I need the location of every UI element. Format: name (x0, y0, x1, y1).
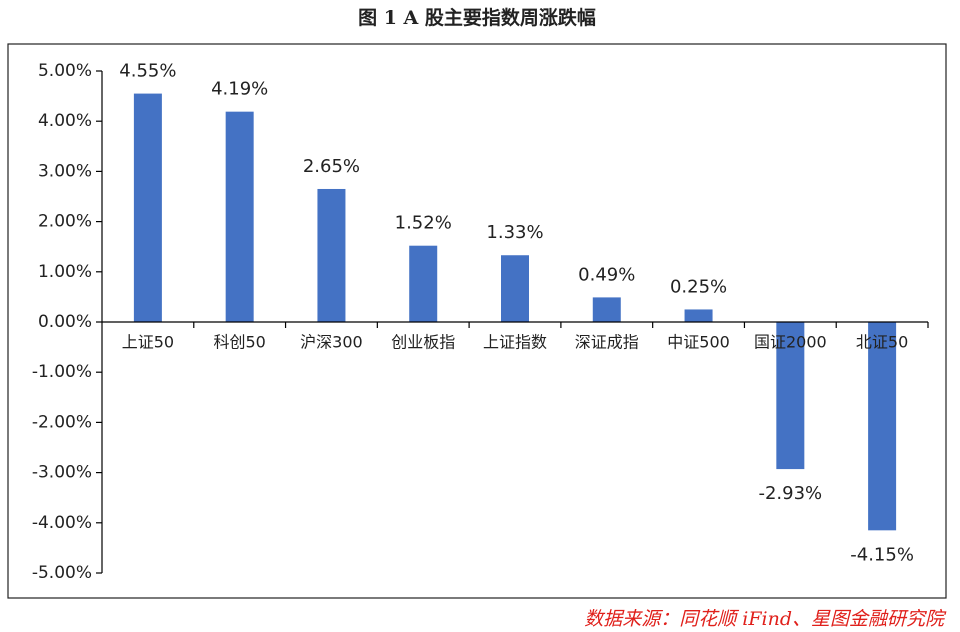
y-tick-label: -2.00% (32, 412, 92, 432)
x-tick-label: 上证50 (122, 333, 174, 352)
bar (776, 322, 805, 470)
chart-title: 图 1 A 股主要指数周涨跌幅 (358, 6, 596, 29)
value-label: 4.55% (119, 61, 176, 82)
y-tick-label: 2.00% (38, 212, 92, 232)
x-tick-label: 科创50 (213, 333, 265, 352)
x-tick-label: 北证50 (856, 333, 908, 352)
bar (225, 111, 254, 322)
value-label: 4.19% (211, 79, 268, 100)
y-tick-label: 1.00% (38, 262, 92, 282)
x-tick-label: 中证500 (667, 333, 730, 352)
x-tick-label: 国证2000 (754, 333, 827, 352)
bar (501, 255, 529, 322)
bar (133, 93, 162, 322)
y-tick-label: 5.00% (38, 61, 92, 81)
bar (868, 322, 897, 531)
value-label: 1.33% (486, 222, 543, 243)
source-note: 数据来源：同花顺 iFind、星图金融研究院 (584, 608, 947, 630)
x-tick-label: 创业板指 (391, 333, 455, 352)
bar (684, 309, 713, 322)
chart-frame (7, 43, 947, 599)
value-label: 0.25% (670, 276, 727, 297)
x-tick-label: 上证指数 (483, 333, 547, 352)
y-tick-label: -5.00% (32, 563, 92, 583)
y-tick-label: -1.00% (32, 362, 92, 382)
value-label: 0.49% (578, 264, 635, 285)
value-label: 2.65% (303, 156, 360, 177)
value-label: -2.93% (758, 483, 822, 504)
y-tick-label: 0.00% (38, 312, 92, 332)
y-tick-label: -3.00% (32, 463, 92, 483)
value-label: -4.15% (850, 544, 914, 565)
x-tick-label: 深证成指 (575, 333, 639, 352)
y-tick-label: 4.00% (38, 111, 92, 131)
bar (317, 188, 346, 322)
y-tick-label: 3.00% (38, 161, 92, 181)
x-tick-label: 沪深300 (300, 333, 363, 352)
y-tick-label: -4.00% (32, 513, 92, 533)
bar (409, 245, 438, 322)
value-label: 1.52% (395, 213, 452, 234)
bar (592, 297, 621, 322)
